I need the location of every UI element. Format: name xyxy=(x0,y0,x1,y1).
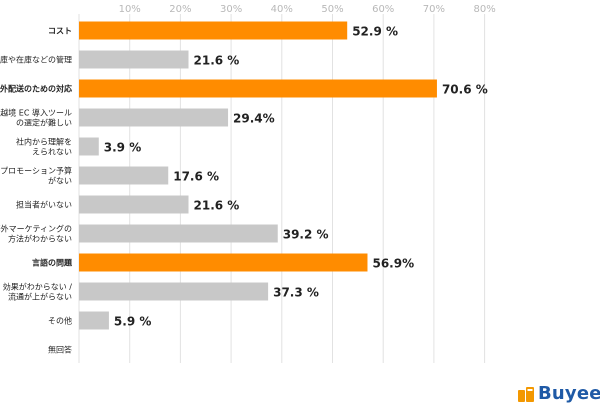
shopping-bag-icon xyxy=(518,386,534,402)
category-label: 海外配送のための対応 xyxy=(0,84,72,94)
x-tick-label: 30% xyxy=(220,4,242,15)
value-label: 70.6 % xyxy=(442,83,488,97)
value-label: 37.3 % xyxy=(273,286,319,300)
category-label: の選定が難しい xyxy=(16,118,72,128)
x-tick-label: 80% xyxy=(473,4,495,15)
category-label: 方法がわからない xyxy=(8,234,72,244)
value-label: 56.9% xyxy=(372,257,414,271)
x-tick-label: 10% xyxy=(119,4,141,15)
bar xyxy=(79,224,278,243)
bar xyxy=(79,311,109,330)
category-label: その他 xyxy=(48,316,72,326)
x-tick-label: 50% xyxy=(321,4,343,15)
category-label: コスト xyxy=(48,27,72,36)
x-tick-label: 20% xyxy=(169,4,191,15)
category-label: 担当者がいない xyxy=(16,200,72,210)
bar xyxy=(79,137,99,156)
bar xyxy=(79,50,189,69)
category-label: 倉庫や在庫などの管理 xyxy=(0,55,72,65)
buyee-logo: Buyee xyxy=(517,383,600,404)
category-label: 社内から理解を xyxy=(16,137,72,147)
category-label: 越境 EC 導入ツール xyxy=(0,108,72,118)
category-label: 無回答 xyxy=(48,345,72,355)
x-tick-label: 70% xyxy=(423,4,445,15)
category-label: がない xyxy=(48,176,72,186)
bar xyxy=(79,79,437,98)
value-label: 39.2 % xyxy=(283,228,329,242)
value-label: 21.6 % xyxy=(194,54,240,68)
value-label: 52.9 % xyxy=(352,25,398,39)
category-label: 流通が上がらない xyxy=(8,292,72,302)
category-label: プロモーション予算 xyxy=(0,166,72,176)
bar xyxy=(79,108,229,127)
bar xyxy=(79,253,368,272)
category-label: えられない xyxy=(32,148,72,157)
bar xyxy=(79,282,269,301)
value-label: 29.4% xyxy=(233,112,275,126)
bar xyxy=(79,21,348,40)
brand-name: Buyee xyxy=(538,383,600,404)
value-label: 21.6 % xyxy=(194,199,240,213)
bar xyxy=(79,166,169,185)
x-tick-label: 60% xyxy=(372,4,394,15)
category-label: 効果がわからない / xyxy=(3,282,73,292)
category-label: 海外マーケティングの xyxy=(0,224,72,234)
value-label: 17.6 % xyxy=(173,170,219,184)
category-label: 言語の問題 xyxy=(32,258,73,268)
value-label: 5.9 % xyxy=(114,315,151,329)
x-tick-label: 40% xyxy=(271,4,293,15)
value-label: 3.9 % xyxy=(104,141,141,155)
bar xyxy=(79,195,189,214)
